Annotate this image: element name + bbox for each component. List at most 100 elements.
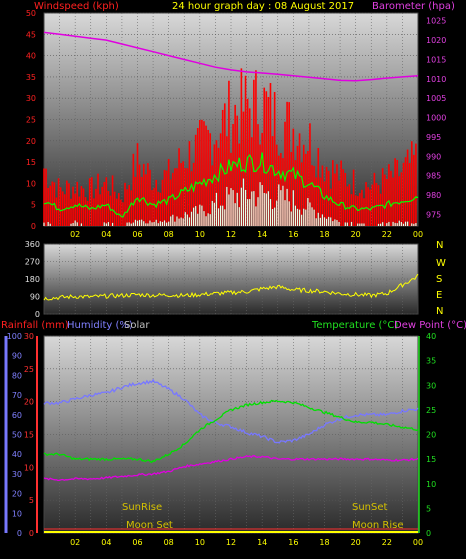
windspeed-tick: 15 <box>26 158 36 167</box>
barometer-tick: 1005 <box>426 94 446 103</box>
humidity-tick: 80 <box>12 371 22 380</box>
humidity-x-tick: 22 <box>382 538 392 547</box>
barometer-tick: 980 <box>426 191 441 200</box>
windspeed-tick: 40 <box>26 52 36 61</box>
wind-x-tick: 02 <box>70 230 80 239</box>
rain-tick: 0 <box>29 529 34 538</box>
compass-west: W <box>436 258 446 269</box>
wind-x-tick: 00 <box>413 230 423 239</box>
barometer-tick: 975 <box>426 210 441 219</box>
rain-tick: 10 <box>24 463 34 472</box>
windspeed-tick: 50 <box>26 9 36 18</box>
temperature-tick: 0 <box>426 529 431 538</box>
rain-tick: 5 <box>29 496 34 505</box>
solar-axis-label: Solar <box>124 320 150 331</box>
wind-x-tick: 18 <box>319 230 329 239</box>
barometer-line <box>43 31 419 82</box>
rain-tick: 20 <box>24 398 34 407</box>
wind-x-tick: 08 <box>164 230 174 239</box>
temperature-tick: 30 <box>426 381 436 390</box>
windspeed-tick: 5 <box>31 201 36 210</box>
wind-x-tick: 10 <box>195 230 205 239</box>
wind-x-tick: 04 <box>101 230 111 239</box>
windspeed-tick: 45 <box>26 30 36 39</box>
windspeed-tick: 35 <box>26 73 36 82</box>
humidity-line <box>43 378 419 444</box>
moonrise-label: Moon Rise <box>352 520 404 531</box>
wind-x-tick: 06 <box>132 230 142 239</box>
humidity-x-tick: 12 <box>226 538 236 547</box>
windspeed-tick: 25 <box>26 116 36 125</box>
humidity-tick: 60 <box>12 411 22 420</box>
temperature-tick: 40 <box>426 332 436 341</box>
compass-east: E <box>436 290 443 301</box>
windspeed-tick: 0 <box>31 222 36 231</box>
wind-direction-line <box>43 273 419 301</box>
temperature-tick: 10 <box>426 480 436 489</box>
humidity-tick: 10 <box>12 509 22 518</box>
temperature-tick: 5 <box>426 504 431 513</box>
barometer-tick: 985 <box>426 172 441 181</box>
humidity-tick: 30 <box>12 470 22 479</box>
barometer-tick: 1010 <box>426 75 446 84</box>
direction-tick: 0 <box>35 310 40 319</box>
direction-tick: 360 <box>25 240 40 249</box>
humidity-x-tick: 04 <box>101 538 111 547</box>
humidity-tick: 50 <box>12 431 22 440</box>
humidity-tick: 100 <box>7 332 22 341</box>
humidity-tick: 90 <box>12 352 22 361</box>
rain-tick: 25 <box>24 365 34 374</box>
humidity-x-tick: 02 <box>70 538 80 547</box>
dew-point-line <box>43 455 419 482</box>
barometer-tick: 990 <box>426 152 441 161</box>
rain-tick: 15 <box>24 431 34 440</box>
barometer-axis-label: Barometer (hpa) <box>372 1 455 12</box>
humidity-x-tick: 16 <box>288 538 298 547</box>
barometer-tick: 1000 <box>426 114 446 123</box>
temperature-tick: 35 <box>426 357 436 366</box>
temperature-tick: 15 <box>426 455 436 464</box>
humidity-x-tick: 06 <box>132 538 142 547</box>
humidity-x-tick: 08 <box>164 538 174 547</box>
humidity-x-tick: 00 <box>413 538 423 547</box>
sunrise-label: SunRise <box>122 502 163 513</box>
direction-tick: 180 <box>25 275 40 284</box>
windspeed-tick: 20 <box>26 137 36 146</box>
wind-x-tick: 22 <box>382 230 392 239</box>
wind-x-tick: 20 <box>351 230 361 239</box>
humidity-tick: 0 <box>17 529 22 538</box>
rain-tick: 30 <box>24 332 34 341</box>
temperature-tick: 20 <box>426 431 436 440</box>
rainfall-axis-label: Rainfall (mm) <box>1 320 69 331</box>
dew-point-axis-label: Dew Point (°C) <box>394 320 466 331</box>
wind-x-tick: 16 <box>288 230 298 239</box>
direction-tick: 270 <box>25 258 40 267</box>
humidity-x-tick: 10 <box>195 538 205 547</box>
humidity-tick: 40 <box>12 450 22 459</box>
sunset-label: SunSet <box>352 502 388 513</box>
humidity-axis-label: Humidity (%) <box>67 320 133 331</box>
temperature-line <box>43 399 419 464</box>
compass-north-top: N <box>436 240 444 251</box>
temperature-axis-label: Temperature (°C) <box>312 320 399 331</box>
windspeed-tick: 30 <box>26 94 36 103</box>
humidity-tick: 20 <box>12 490 22 499</box>
compass-south: S <box>436 274 443 285</box>
temperature-tick: 25 <box>426 406 436 415</box>
humidity-x-tick: 18 <box>319 538 329 547</box>
wind-x-tick: 14 <box>257 230 267 239</box>
compass-north-bottom: N <box>436 306 444 317</box>
barometer-tick: 1025 <box>426 17 446 26</box>
wind-x-tick: 12 <box>226 230 236 239</box>
barometer-tick: 1020 <box>426 36 446 45</box>
humidity-x-tick: 14 <box>257 538 267 547</box>
windspeed-axis-label: Windspeed (kph) <box>34 1 119 12</box>
chart-title: 24 hour graph day : 08 August 2017 <box>172 1 355 12</box>
humidity-x-tick: 20 <box>351 538 361 547</box>
direction-tick: 90 <box>30 293 40 302</box>
barometer-tick: 995 <box>426 133 441 142</box>
windspeed-average-line <box>43 152 419 218</box>
humidity-tick: 70 <box>12 391 22 400</box>
